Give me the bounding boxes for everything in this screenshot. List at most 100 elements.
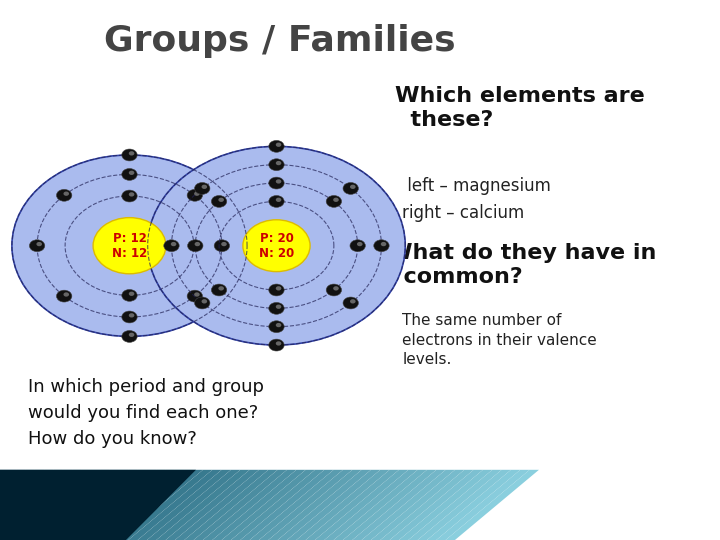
- Circle shape: [333, 198, 339, 202]
- Circle shape: [214, 240, 230, 252]
- Circle shape: [122, 168, 138, 180]
- Polygon shape: [184, 470, 278, 540]
- Polygon shape: [203, 470, 297, 540]
- Text: left – magnesium: left – magnesium: [402, 177, 552, 195]
- Circle shape: [12, 155, 247, 336]
- Circle shape: [194, 192, 199, 196]
- Polygon shape: [138, 470, 231, 540]
- Circle shape: [269, 302, 284, 314]
- Circle shape: [343, 183, 359, 194]
- Polygon shape: [361, 470, 455, 540]
- Polygon shape: [156, 470, 250, 540]
- Circle shape: [122, 311, 138, 323]
- Polygon shape: [166, 470, 259, 540]
- Circle shape: [269, 339, 284, 351]
- Polygon shape: [390, 470, 483, 540]
- Polygon shape: [399, 470, 492, 540]
- Circle shape: [122, 289, 138, 301]
- Polygon shape: [212, 470, 305, 540]
- Polygon shape: [175, 470, 269, 540]
- Polygon shape: [231, 470, 324, 540]
- Circle shape: [129, 333, 135, 337]
- Circle shape: [276, 161, 282, 165]
- Polygon shape: [54, 470, 147, 540]
- Polygon shape: [0, 470, 17, 540]
- Circle shape: [129, 171, 135, 175]
- Circle shape: [194, 242, 200, 246]
- Circle shape: [202, 185, 207, 189]
- Circle shape: [187, 290, 202, 302]
- Polygon shape: [109, 470, 203, 540]
- Circle shape: [221, 242, 227, 246]
- Circle shape: [122, 149, 138, 161]
- Circle shape: [129, 192, 135, 197]
- Circle shape: [326, 195, 341, 207]
- Polygon shape: [17, 470, 109, 540]
- Polygon shape: [269, 470, 361, 540]
- Text: right – calcium: right – calcium: [402, 204, 525, 222]
- Circle shape: [276, 179, 282, 184]
- Polygon shape: [72, 470, 166, 540]
- Circle shape: [122, 190, 138, 202]
- Polygon shape: [128, 470, 222, 540]
- Circle shape: [37, 174, 222, 317]
- Circle shape: [194, 297, 210, 309]
- Polygon shape: [250, 470, 343, 540]
- Text: P: 12
N: 12: P: 12 N: 12: [112, 232, 147, 260]
- Polygon shape: [418, 470, 511, 540]
- Circle shape: [194, 183, 210, 194]
- Circle shape: [148, 146, 405, 345]
- Circle shape: [269, 284, 284, 296]
- Text: In which period and group
would you find each one?
How do you know?: In which period and group would you find…: [28, 379, 264, 448]
- Circle shape: [194, 292, 199, 296]
- Polygon shape: [371, 470, 464, 540]
- Polygon shape: [352, 470, 446, 540]
- Circle shape: [129, 313, 135, 318]
- Circle shape: [357, 242, 363, 246]
- Circle shape: [269, 159, 284, 171]
- Polygon shape: [100, 470, 194, 540]
- Circle shape: [350, 185, 356, 189]
- Polygon shape: [0, 470, 72, 540]
- Polygon shape: [222, 470, 315, 540]
- Circle shape: [381, 242, 387, 246]
- Polygon shape: [0, 470, 81, 540]
- Text: Groups / Families: Groups / Families: [104, 24, 456, 57]
- Circle shape: [343, 297, 359, 309]
- Circle shape: [276, 305, 282, 309]
- Text: The same number of
electrons in their valence
levels.: The same number of electrons in their va…: [402, 313, 597, 368]
- Circle shape: [269, 195, 284, 207]
- Circle shape: [269, 321, 284, 333]
- Circle shape: [212, 284, 227, 296]
- Polygon shape: [324, 470, 418, 540]
- Circle shape: [276, 286, 282, 291]
- Polygon shape: [259, 470, 352, 540]
- Polygon shape: [0, 470, 45, 540]
- Polygon shape: [0, 470, 196, 540]
- Polygon shape: [343, 470, 436, 540]
- Polygon shape: [297, 470, 390, 540]
- Circle shape: [326, 284, 341, 296]
- Polygon shape: [0, 470, 91, 540]
- Polygon shape: [91, 470, 184, 540]
- Circle shape: [63, 192, 69, 196]
- Polygon shape: [194, 470, 287, 540]
- Polygon shape: [0, 470, 63, 540]
- Circle shape: [163, 240, 179, 252]
- Polygon shape: [278, 470, 371, 540]
- Polygon shape: [0, 470, 26, 540]
- Circle shape: [129, 151, 135, 156]
- Circle shape: [269, 140, 284, 152]
- Text: P: 20
N: 20: P: 20 N: 20: [259, 232, 294, 260]
- Circle shape: [269, 177, 284, 189]
- Circle shape: [333, 286, 339, 291]
- Polygon shape: [0, 470, 35, 540]
- Text: What do they have in
  common?: What do they have in common?: [389, 242, 657, 287]
- Circle shape: [195, 183, 358, 308]
- Polygon shape: [380, 470, 474, 540]
- Circle shape: [93, 218, 166, 274]
- Polygon shape: [436, 470, 530, 540]
- Circle shape: [219, 201, 334, 290]
- Circle shape: [218, 286, 224, 291]
- Circle shape: [350, 240, 365, 252]
